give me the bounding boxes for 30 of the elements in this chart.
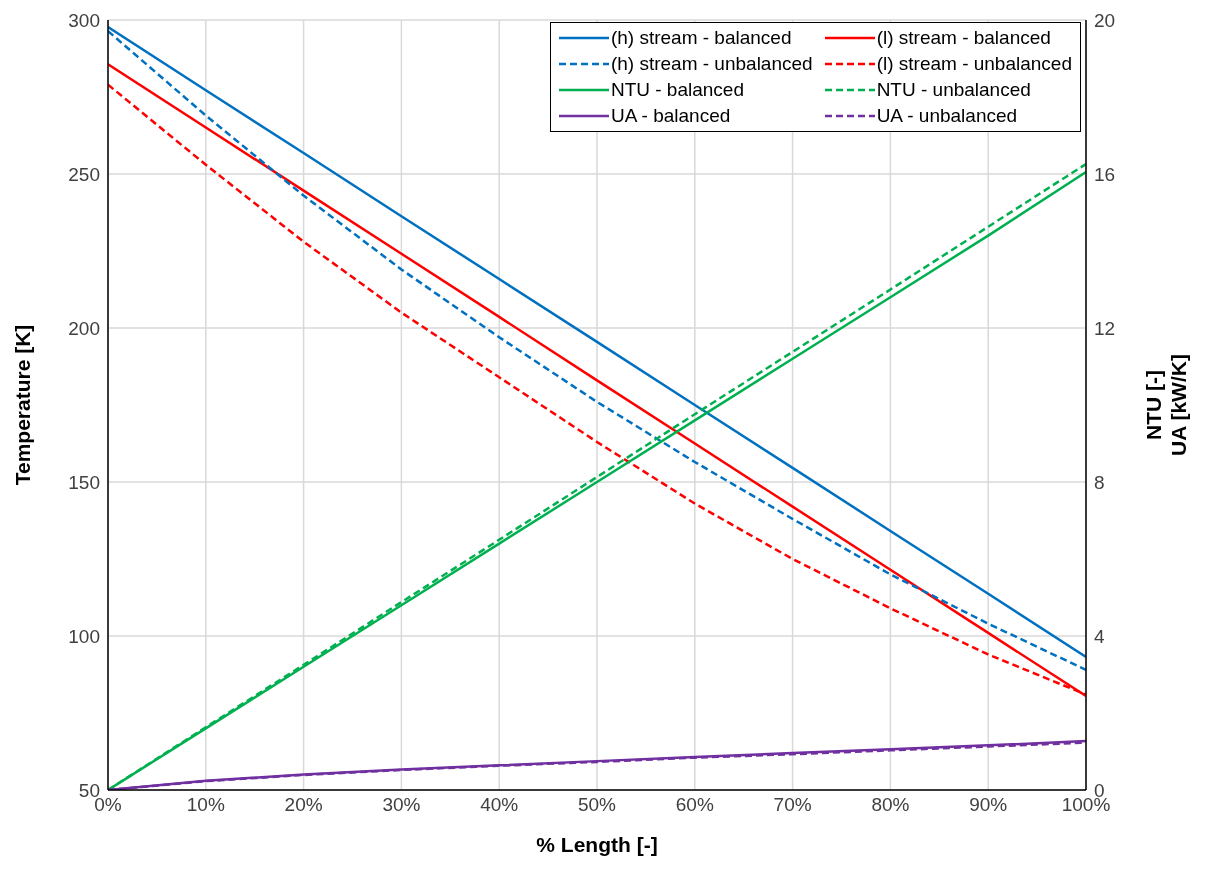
legend-label: (h) stream - unbalanced <box>610 53 813 75</box>
legend-label: NTU - balanced <box>610 79 744 101</box>
legend-label: UA - balanced <box>610 105 731 127</box>
x-tick-label: 80% <box>871 794 910 816</box>
legend-label: (l) stream - balanced <box>876 27 1051 49</box>
legend-label: UA - unbalanced <box>876 105 1018 127</box>
y-tick-label: 250 <box>68 163 100 185</box>
y-tick-label: 100 <box>68 625 100 647</box>
y-tick-label: 300 <box>68 9 100 31</box>
x-axis-title: % Length [-] <box>536 833 658 856</box>
y-tick-label: 200 <box>68 317 100 339</box>
y2-tick-label: 12 <box>1094 317 1116 339</box>
x-tick-label: 70% <box>773 794 812 816</box>
y2-tick-label: 20 <box>1094 9 1116 31</box>
y-axis-title: Temperature [K] <box>11 324 35 486</box>
y-tick-label: 150 <box>68 471 100 493</box>
x-tick-label: 60% <box>675 794 714 816</box>
y2-tick-label: 8 <box>1094 471 1105 493</box>
y2-tick-label: 16 <box>1094 163 1116 185</box>
legend-label: (l) stream - unbalanced <box>876 53 1072 75</box>
x-tick-label: 20% <box>284 794 323 816</box>
x-tick-label: 40% <box>480 794 519 816</box>
legend-label: (h) stream - balanced <box>610 27 792 49</box>
x-tick-label: 10% <box>186 794 225 816</box>
x-tick-label: 50% <box>577 794 617 816</box>
x-tick-label: 30% <box>382 794 421 816</box>
y2-axis-title: NTU [-] UA [kW/K] <box>1142 354 1190 456</box>
legend-label: NTU - unbalanced <box>876 79 1031 101</box>
x-tick-label: 90% <box>969 794 1008 816</box>
y2-tick-label: 4 <box>1094 625 1105 647</box>
